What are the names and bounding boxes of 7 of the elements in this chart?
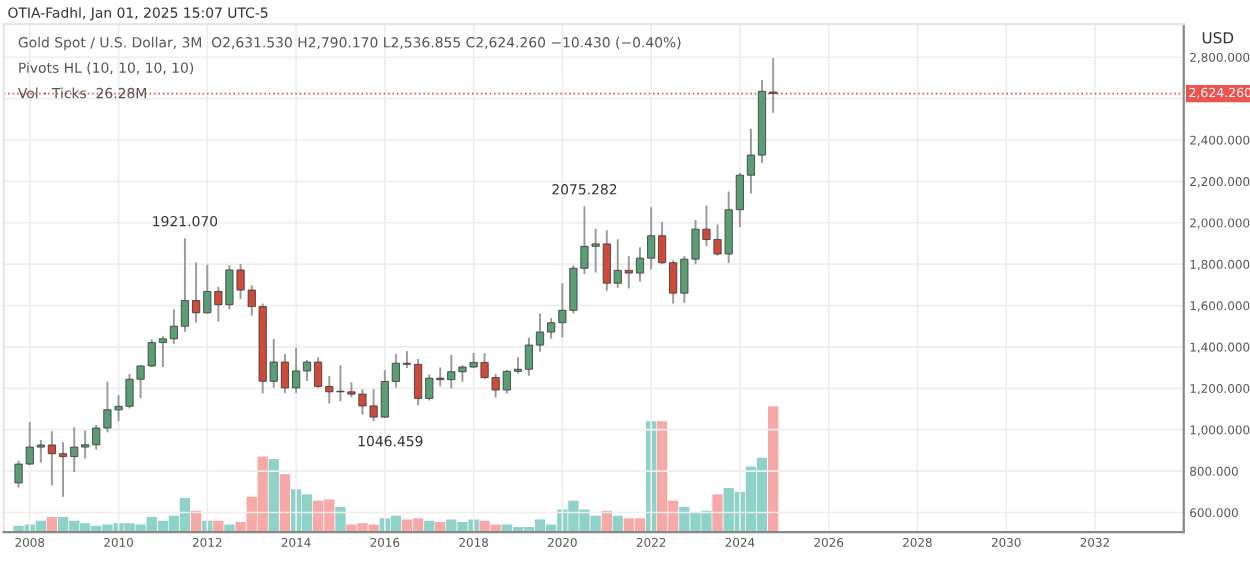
bar [335, 506, 346, 533]
bar [46, 517, 58, 533]
bar [768, 406, 779, 533]
bar [712, 494, 723, 533]
bar [213, 520, 224, 533]
bar [268, 459, 279, 533]
bar [279, 474, 291, 533]
